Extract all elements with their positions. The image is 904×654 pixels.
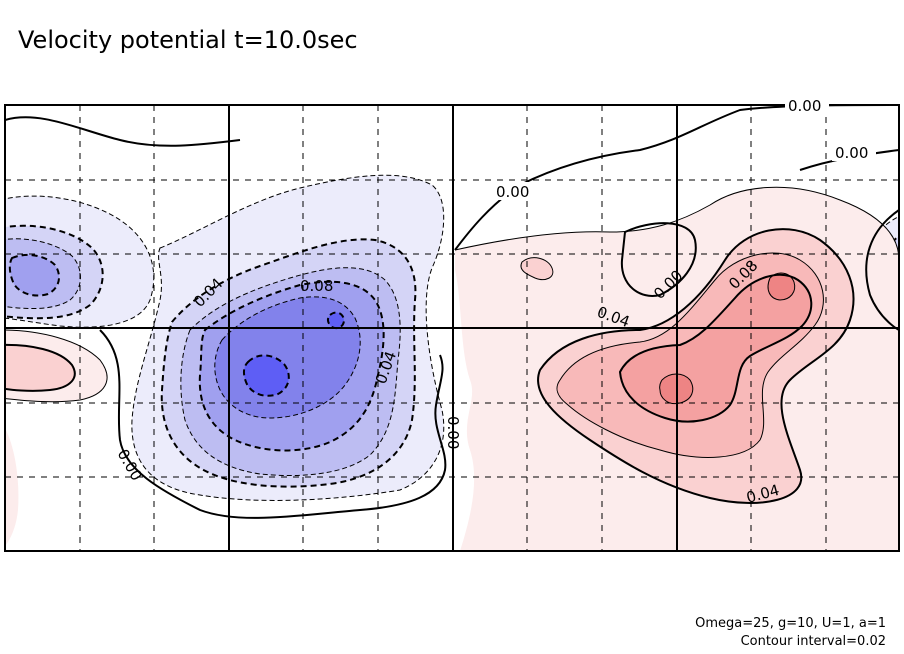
parameters-label: Omega=25, g=10, U=1, a=1 [695,616,886,631]
shade-pos-010b [768,273,795,300]
contour-edge-neg-002 [5,195,155,328]
contour-neg-002 [131,174,445,501]
contour-neg-008 [198,280,385,452]
contour-pos-010b [767,272,796,301]
shade-neg-012b [327,312,344,329]
contour-island [520,257,554,281]
contour-edge-neg-008 [8,253,61,297]
contour-neg-004 [160,238,417,488]
shade-edge-neg-008 [9,254,60,296]
contour-edge-neg-004 [5,224,104,320]
contour-interval-label: Contour interval=0.02 [741,634,886,649]
contour-neg-012 [242,354,290,397]
contour-zero-southwest [99,329,447,519]
contour-west-pos-002 [5,329,108,403]
shade-island [520,257,553,280]
label-bg-1 [785,96,829,114]
plot-frame [4,104,900,552]
label-bg-3 [493,182,537,200]
contour-label-2: 0.00 [835,144,868,162]
contour-zero-northwest [5,116,241,147]
contour-zero-east-edge [865,209,899,331]
negative-center-edge [5,195,155,328]
contour-west-pos-004 [5,343,76,392]
chart-title: Velocity potential t=10.0sec [18,26,358,54]
contour-pos-008 [618,273,813,423]
contour-neg-012b [326,311,346,330]
contour-label-3: 0.00 [496,183,529,201]
contour-neg-010 [214,296,361,419]
shade-neg-012 [243,355,289,396]
contour-label-1: 0.00 [788,97,821,115]
positive-lobe-west-edge [5,329,108,546]
contour-neg-006 [180,267,401,477]
shade-west-pos-low [5,428,19,546]
contour-label-9: 0.00 [444,416,462,449]
label-bg-2 [832,143,876,161]
contour-zero-ne-lobe [620,222,697,297]
positive-center-east [454,186,899,551]
contour-pos-004 [537,228,855,504]
contour-pos-002 [454,186,899,261]
contour-label-7: 0.08 [300,277,333,295]
positive-island [520,257,554,281]
major-grid-lines [5,105,899,551]
shade-west-pos-004 [5,344,75,391]
